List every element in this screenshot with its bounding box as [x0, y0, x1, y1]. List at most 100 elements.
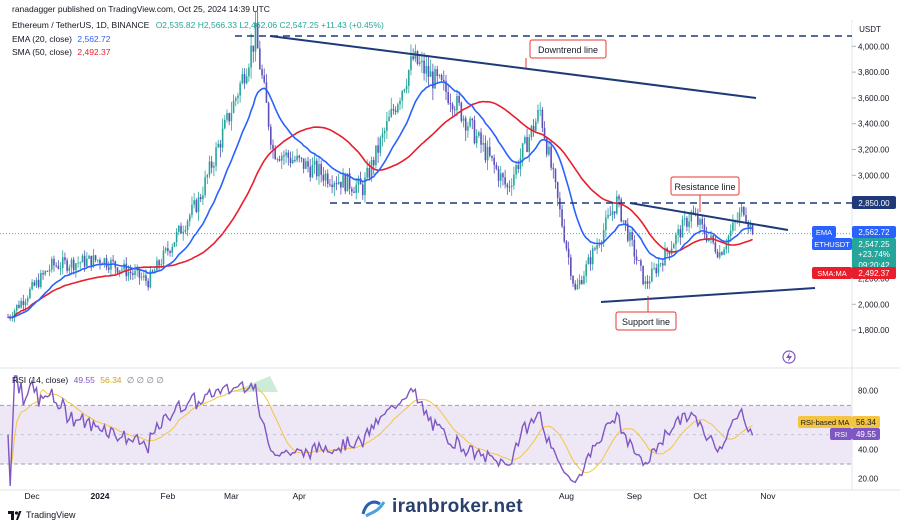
svg-text:SMA:MA: SMA:MA — [817, 269, 847, 278]
candle-body — [729, 230, 732, 237]
candle-body — [738, 212, 741, 221]
candle-body — [510, 185, 513, 187]
candle-body — [567, 248, 570, 258]
ema-legend-label: EMA (20, close) — [12, 34, 72, 44]
candle-body — [554, 169, 557, 183]
rsi-legend-extra: ∅ ∅ ∅ ∅ — [126, 375, 164, 385]
tag-rsi-ma: RSI-based MA 56.34 — [798, 416, 880, 428]
rsi-line — [7, 375, 754, 487]
candle-body — [287, 152, 290, 158]
candle-body — [285, 152, 287, 156]
candle-body — [607, 214, 609, 218]
candle-body — [46, 271, 49, 272]
tradingview-brand[interactable]: TradingView — [8, 510, 76, 520]
candle-body — [598, 244, 601, 246]
svg-text:2,562.72: 2,562.72 — [858, 228, 890, 237]
candle-body — [129, 271, 132, 274]
candle-body — [94, 255, 97, 261]
candle-body — [519, 157, 522, 169]
candle-body — [22, 300, 25, 306]
candle-body — [263, 75, 266, 83]
rsi-ma-legend-value: 56.34 — [100, 375, 122, 385]
support-line — [600, 287, 816, 303]
rsi-ma-line — [7, 386, 753, 474]
candle-body — [548, 146, 550, 155]
candle-body — [121, 269, 123, 271]
candle-body — [438, 75, 441, 77]
candle-body — [578, 280, 581, 285]
candle-body — [20, 300, 22, 308]
candle-body — [458, 95, 460, 103]
candle-body — [250, 45, 252, 68]
candle-body — [642, 265, 644, 285]
candle-body — [679, 229, 682, 238]
candle-body — [204, 177, 206, 196]
candle-body — [145, 275, 147, 281]
candle-body — [134, 270, 136, 275]
svg-text:ETHUSDT: ETHUSDT — [814, 240, 850, 249]
candle-body — [291, 159, 294, 164]
candle-body — [471, 118, 474, 121]
rsi-tick-label: 80.00 — [858, 387, 879, 396]
candle-body — [394, 110, 397, 113]
candle-body — [136, 268, 139, 271]
candle-body — [616, 196, 618, 214]
candle-body — [364, 177, 366, 196]
candle-body — [475, 135, 478, 144]
candle-body — [602, 229, 605, 243]
time-tick-label: Sep — [627, 491, 642, 501]
svg-text:2,547.25: 2,547.25 — [858, 240, 890, 249]
candle-body — [725, 245, 728, 250]
candle-body — [217, 143, 220, 148]
candle-body — [565, 241, 568, 249]
candle-body — [624, 220, 627, 224]
candle-body — [530, 125, 533, 138]
tag-ema: EMA 2,562.72 — [812, 226, 896, 238]
price-tick-label: 3,400.00 — [858, 120, 890, 129]
tradingview-brand-text: TradingView — [26, 510, 76, 520]
candle-body — [219, 143, 222, 148]
candle-body — [359, 178, 362, 185]
candle-body — [103, 258, 106, 265]
candle-body — [164, 248, 167, 251]
candle-body — [195, 200, 198, 212]
candle-body — [401, 91, 403, 101]
candle-body — [237, 95, 239, 99]
candle-body — [274, 148, 276, 160]
candle-body — [313, 160, 316, 165]
candle-body — [721, 252, 723, 255]
candle-body — [346, 173, 349, 192]
price-tick-label: 3,800.00 — [858, 68, 890, 77]
candle-body — [309, 166, 312, 178]
watermark: iranbroker.net — [360, 496, 523, 518]
candle-body — [158, 260, 160, 266]
candle-body — [379, 137, 382, 153]
candle-body — [655, 267, 658, 274]
candle-body — [609, 214, 612, 216]
candle-body — [423, 60, 425, 74]
candle-body — [390, 108, 393, 117]
candle-body — [175, 231, 178, 243]
candle-body — [657, 263, 660, 274]
svg-text:RSI: RSI — [835, 430, 848, 439]
candle-body — [478, 132, 480, 136]
candle-body — [622, 220, 625, 222]
candle-body — [355, 184, 358, 193]
currency-label: USDT — [859, 25, 881, 34]
candle-body — [732, 222, 734, 231]
candle-body — [178, 225, 180, 232]
candle-body — [59, 267, 62, 269]
candle-body — [15, 304, 18, 311]
lightning-icon[interactable] — [782, 350, 796, 364]
price-pane — [0, 11, 852, 323]
candle-body — [182, 231, 184, 234]
candle-body — [239, 83, 241, 96]
candle-body — [353, 191, 355, 193]
candle-body — [690, 211, 693, 222]
candle-body — [112, 259, 114, 262]
candle-body — [241, 74, 244, 84]
candle-body — [499, 173, 502, 181]
candle-body — [618, 196, 620, 200]
svg-text:RSI-based MA: RSI-based MA — [801, 418, 850, 427]
